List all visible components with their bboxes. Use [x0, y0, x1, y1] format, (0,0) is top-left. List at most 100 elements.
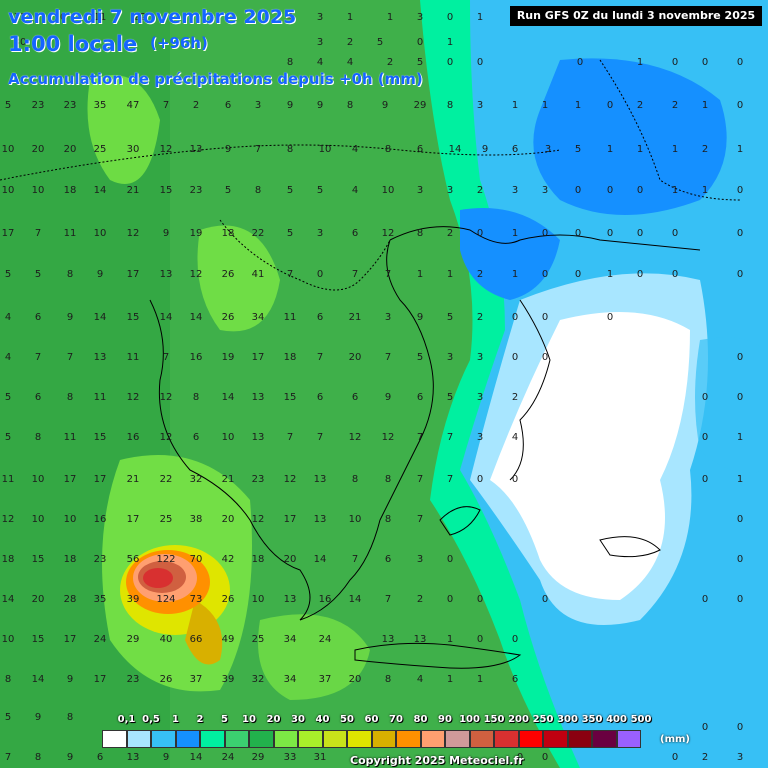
grid-value: 0: [477, 228, 483, 239]
grid-value: 122: [156, 554, 175, 565]
grid-value: 21: [222, 474, 235, 485]
grid-value: 20: [284, 554, 297, 565]
grid-value: 21: [127, 474, 140, 485]
grid-value: 9: [417, 312, 423, 323]
border-north: [0, 144, 561, 181]
grid-value: 38: [190, 514, 203, 525]
grid-value: 5: [5, 100, 11, 111]
grid-value: 13: [414, 634, 427, 645]
grid-value: 16: [190, 352, 203, 363]
grid-value: 0: [672, 228, 678, 239]
grid-value: 5: [377, 37, 383, 48]
grid-value: 5: [287, 228, 293, 239]
grid-value: 7: [385, 269, 391, 280]
grid-value: 9: [67, 312, 73, 323]
grid-value: 32: [190, 474, 203, 485]
grid-value: 2: [637, 100, 643, 111]
grid-value: 12: [160, 392, 173, 403]
grid-value: 32: [252, 674, 265, 685]
legend-swatch: [322, 730, 347, 748]
precip-zone-light-1: [87, 75, 160, 184]
grid-value: 3: [477, 392, 483, 403]
precip-zone-deepblue-2: [460, 208, 560, 300]
grid-value: 18: [252, 554, 265, 565]
grid-value: 0: [637, 228, 643, 239]
grid-value: 14: [94, 312, 107, 323]
grid-value: 35: [94, 594, 107, 605]
grid-value: 3: [477, 432, 483, 443]
grid-value: 28: [64, 594, 77, 605]
grid-value: 8: [287, 144, 293, 155]
legend-swatch: [567, 730, 592, 748]
legend-label: 0,5: [142, 714, 160, 725]
grid-value: 2: [702, 144, 708, 155]
grid-value: 0: [512, 634, 518, 645]
grid-value: 20: [349, 352, 362, 363]
legend-swatch: [151, 730, 176, 748]
grid-value: 10: [32, 185, 45, 196]
grid-value: 18: [222, 228, 235, 239]
grid-value: 37: [319, 674, 332, 685]
grid-value: 8: [385, 674, 391, 685]
field-description: Accumulation de précipitations depuis +0…: [8, 70, 423, 88]
grid-value: 8: [447, 100, 453, 111]
grid-value: 13: [190, 144, 203, 155]
grid-value: 26: [160, 674, 173, 685]
grid-value: 17: [2, 228, 15, 239]
grid-value: 12: [127, 392, 140, 403]
grid-value: 2: [477, 185, 483, 196]
grid-value: 1: [702, 185, 708, 196]
grid-value: 3: [477, 100, 483, 111]
grid-value: 0: [575, 228, 581, 239]
island-2: [599, 536, 661, 558]
grid-value: 20: [349, 674, 362, 685]
grid-value: 47: [127, 100, 140, 111]
grid-value: 1: [447, 269, 453, 280]
legend-label: 250: [532, 714, 554, 725]
legend-swatch: [249, 730, 274, 748]
grid-value: 7: [287, 269, 293, 280]
grid-value: 0: [672, 57, 678, 68]
grid-value: 12: [349, 432, 362, 443]
grid-value: 3: [417, 185, 423, 196]
grid-value: 9: [225, 144, 231, 155]
legend-swatch: [347, 730, 372, 748]
grid-value: 5: [447, 392, 453, 403]
legend-swatch: [224, 730, 249, 748]
legend-swatch: [445, 730, 470, 748]
grid-value: 0: [542, 228, 548, 239]
grid-value: 15: [32, 634, 45, 645]
grid-value: 0: [607, 100, 613, 111]
grid-value: 6: [352, 392, 358, 403]
grid-value: 2: [347, 37, 353, 48]
grid-value: 10: [2, 185, 15, 196]
grid-value: 21: [349, 312, 362, 323]
grid-value: 18: [2, 554, 15, 565]
grid-value: 0: [737, 228, 743, 239]
grid-value: 6: [317, 392, 323, 403]
grid-value: 0: [447, 594, 453, 605]
grid-value: 0: [447, 554, 453, 565]
legend-swatch: [494, 730, 519, 748]
grid-value: 0: [477, 57, 483, 68]
grid-value: 0: [542, 269, 548, 280]
grid-value: 8: [255, 185, 261, 196]
legend-label: 40: [315, 714, 330, 725]
grid-value: 29: [252, 752, 265, 763]
grid-value: 7: [447, 432, 453, 443]
grid-value: 20: [64, 144, 77, 155]
grid-value: 4: [5, 312, 11, 323]
grid-value: 2: [387, 57, 393, 68]
grid-value: 7: [255, 144, 261, 155]
grid-value: 12: [252, 514, 265, 525]
grid-value: 0: [702, 722, 708, 733]
grid-value: 3: [545, 144, 551, 155]
grid-value: 7: [163, 100, 169, 111]
grid-value: 3: [542, 185, 548, 196]
grid-value: 11: [284, 312, 297, 323]
grid-value: 15: [284, 392, 297, 403]
legend-label: 400: [606, 714, 627, 725]
grid-value: 66: [190, 634, 203, 645]
grid-value: 124: [156, 594, 175, 605]
